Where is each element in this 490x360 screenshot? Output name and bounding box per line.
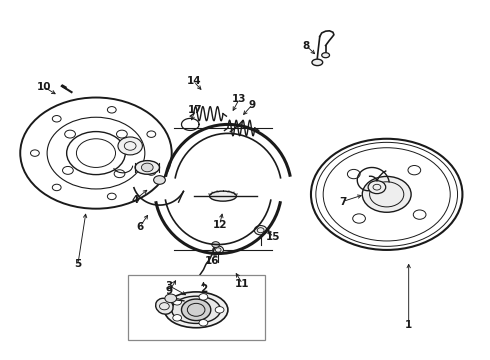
Text: 16: 16 — [204, 256, 219, 266]
Circle shape — [368, 181, 386, 194]
Text: 9: 9 — [166, 286, 173, 296]
Text: 13: 13 — [232, 94, 246, 104]
Circle shape — [173, 315, 182, 321]
Circle shape — [408, 166, 421, 175]
Circle shape — [142, 163, 153, 172]
Circle shape — [147, 169, 156, 175]
Circle shape — [107, 107, 116, 113]
Ellipse shape — [322, 53, 330, 58]
Circle shape — [212, 242, 220, 247]
Circle shape — [173, 298, 182, 305]
Ellipse shape — [156, 298, 173, 314]
Text: 9: 9 — [249, 100, 256, 110]
Text: 1: 1 — [405, 320, 412, 330]
Circle shape — [118, 137, 143, 155]
Text: 10: 10 — [36, 82, 51, 92]
Circle shape — [215, 307, 224, 313]
Bar — [128, 275, 265, 339]
Text: 17: 17 — [188, 105, 202, 115]
Circle shape — [114, 170, 125, 177]
Circle shape — [30, 150, 39, 156]
Circle shape — [147, 131, 156, 138]
Circle shape — [311, 139, 463, 250]
Text: 8: 8 — [302, 41, 310, 50]
Ellipse shape — [312, 59, 323, 66]
Circle shape — [65, 130, 75, 138]
Circle shape — [347, 170, 360, 179]
Text: 7: 7 — [339, 197, 346, 207]
Circle shape — [117, 130, 127, 138]
Circle shape — [52, 116, 61, 122]
Circle shape — [107, 193, 116, 200]
Circle shape — [165, 294, 176, 303]
Text: 15: 15 — [266, 232, 281, 242]
Text: 6: 6 — [136, 222, 144, 231]
Text: 14: 14 — [186, 76, 201, 86]
Circle shape — [63, 166, 74, 174]
Text: 12: 12 — [212, 220, 227, 230]
Ellipse shape — [135, 161, 159, 174]
Circle shape — [20, 98, 172, 209]
Circle shape — [52, 184, 61, 191]
Circle shape — [199, 320, 208, 326]
Text: 4: 4 — [131, 195, 139, 205]
Ellipse shape — [210, 191, 237, 201]
Text: 11: 11 — [235, 279, 250, 289]
Circle shape — [154, 176, 165, 184]
Circle shape — [413, 210, 426, 219]
Circle shape — [199, 294, 208, 300]
Ellipse shape — [172, 296, 220, 323]
Circle shape — [213, 246, 223, 254]
Circle shape — [254, 226, 267, 235]
Ellipse shape — [164, 292, 228, 328]
Text: 2: 2 — [200, 284, 207, 294]
Circle shape — [362, 176, 411, 212]
Text: 3: 3 — [166, 281, 173, 291]
Text: 5: 5 — [74, 259, 81, 269]
Circle shape — [181, 299, 211, 320]
Circle shape — [353, 214, 366, 223]
